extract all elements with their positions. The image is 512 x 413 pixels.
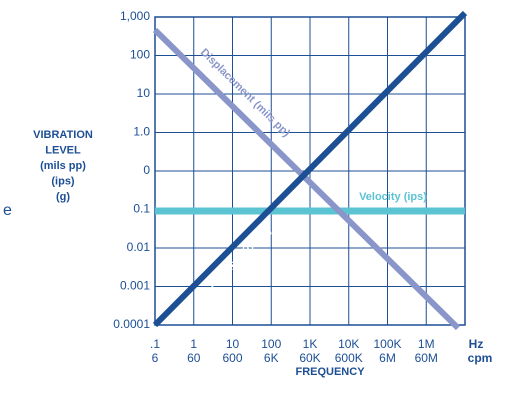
x-label-cpm: 600 (222, 351, 242, 365)
y-label: 0.0001 (113, 317, 150, 331)
acceleration-label: Acceleration (g) (206, 224, 274, 292)
x-label-cpm: 6M (379, 351, 396, 365)
x-unit-cpm: cpm (468, 351, 493, 365)
y-label: 10 (137, 86, 151, 100)
y-title: (g) (56, 191, 70, 203)
x-unit-hz: Hz (469, 337, 484, 351)
x-label-cpm: 6K (264, 351, 279, 365)
x-label-cpm: 600K (335, 351, 363, 365)
y-label: 0.01 (127, 240, 151, 254)
x-label-hz: .1 (150, 337, 160, 351)
displacement-line (152, 27, 461, 331)
x-label-hz: 10K (338, 337, 359, 351)
plot-frame (154, 16, 466, 326)
x-label-cpm: 60K (299, 351, 320, 365)
x-label-hz: 1K (303, 337, 318, 351)
x-label-cpm: 60 (187, 351, 201, 365)
y-label: 100 (130, 48, 150, 62)
y-label: 1.0 (133, 125, 150, 139)
displacement-label: Displacement (mils pp) (198, 46, 293, 139)
x-label-cpm: 6 (152, 351, 159, 365)
y-label: 1,000 (120, 9, 150, 23)
velocity-label: Velocity (ips) (359, 191, 427, 203)
side-text: e (3, 202, 12, 219)
x-label-hz: 1 (190, 337, 197, 351)
x-label-cpm: 60M (415, 351, 438, 365)
y-title: VIBRATION (33, 129, 93, 141)
x-label-hz: 100K (373, 337, 401, 351)
y-label: 0.001 (120, 279, 150, 293)
acceleration-line (152, 10, 468, 328)
y-title: LEVEL (45, 144, 81, 156)
x-label-hz: 1M (418, 337, 435, 351)
x-title: FREQUENCY (295, 366, 365, 378)
y-label: 0 (143, 163, 150, 177)
y-title: (ips) (51, 175, 75, 187)
y-title: (mils pp) (40, 160, 86, 172)
x-label-hz: 100 (261, 337, 281, 351)
x-label-hz: 10 (226, 337, 240, 351)
y-label: 0.1 (133, 202, 150, 216)
